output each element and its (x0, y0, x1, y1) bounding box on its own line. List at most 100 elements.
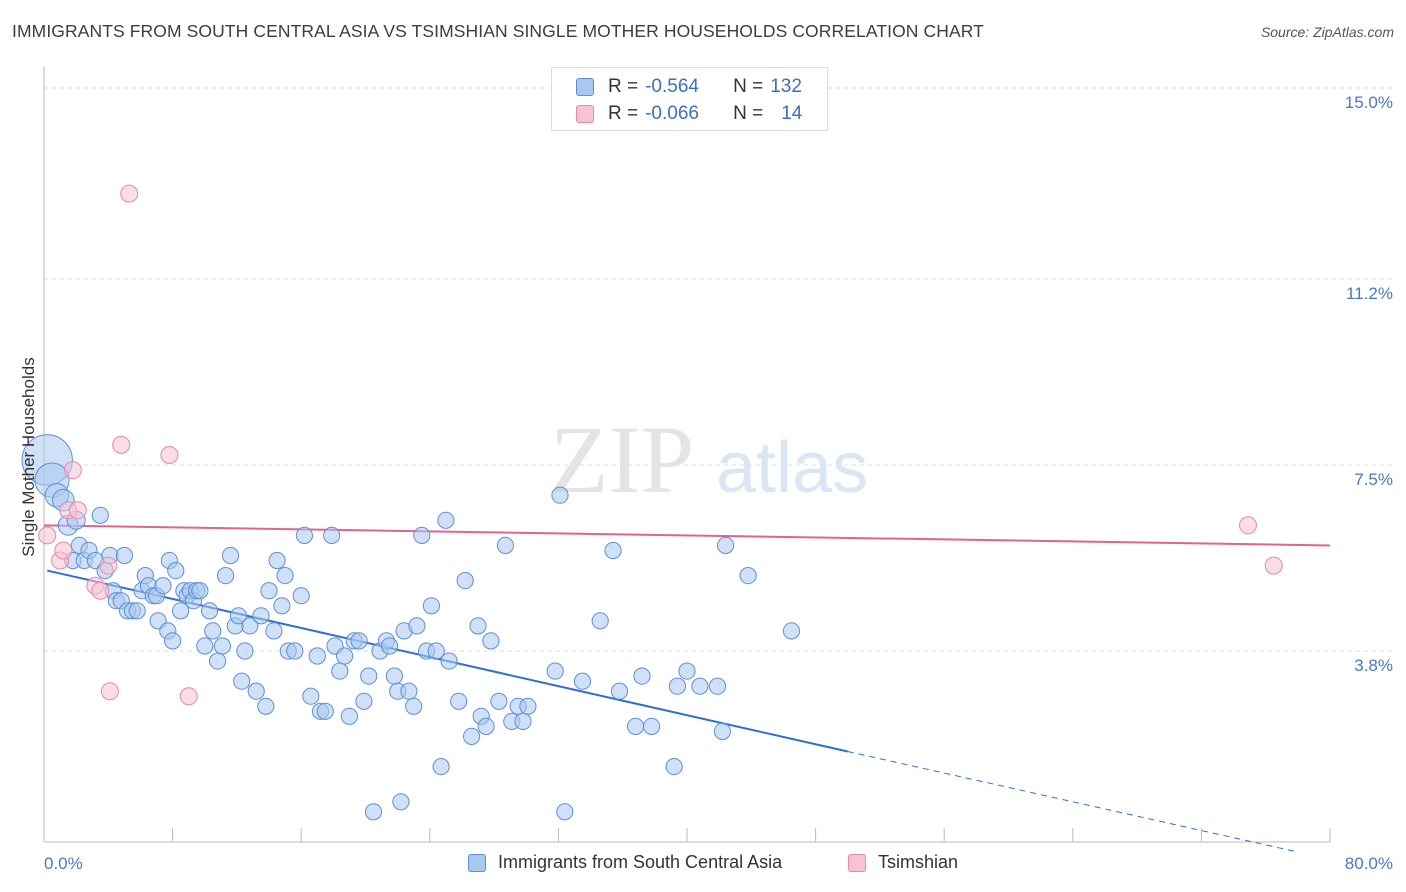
data-point-immigrants (191, 582, 209, 600)
legend-r-value: -0.066 (645, 103, 699, 124)
legend-row-pink: R = -0.066 N = 14 (576, 103, 802, 125)
data-point-immigrants (708, 677, 727, 695)
data-points (21, 184, 1283, 821)
data-point-immigrants (496, 536, 514, 555)
legend-item-tsimshian: Tsimshian (848, 852, 958, 873)
data-point-immigrants (556, 803, 574, 821)
legend-n-label: N = (733, 103, 764, 124)
data-point-tsimshian (1264, 556, 1283, 575)
data-point-immigrants (316, 702, 334, 720)
data-point-immigrants (385, 667, 403, 685)
data-point-immigrants (247, 682, 265, 700)
data-point-immigrants (286, 642, 304, 660)
data-point-immigrants (408, 617, 426, 635)
data-point-immigrants (450, 692, 468, 710)
data-point-immigrants (273, 597, 291, 615)
data-point-immigrants (336, 647, 354, 665)
data-point-immigrants (381, 637, 399, 655)
data-point-immigrants (295, 526, 313, 545)
data-point-immigrants (221, 546, 240, 565)
legend-swatch-pink (848, 853, 866, 872)
data-point-immigrants (432, 758, 450, 776)
data-point-immigrants (477, 717, 495, 736)
data-point-immigrants (229, 607, 248, 625)
x-tick-label: 80.0% (1345, 854, 1393, 873)
data-point-immigrants (355, 692, 373, 710)
data-point-immigrants (360, 667, 378, 685)
trend-line-tsimshian (43, 524, 1331, 547)
data-point-immigrants (392, 793, 410, 811)
data-point-tsimshian (112, 435, 131, 454)
data-point-immigrants (260, 582, 278, 600)
chart-title: IMMIGRANTS FROM SOUTH CENTRAL ASIA VS TS… (12, 21, 984, 41)
data-point-immigrants (713, 722, 732, 741)
data-point-immigrants (665, 758, 683, 776)
data-point-immigrants (302, 687, 320, 705)
data-point-immigrants (739, 567, 757, 585)
y-tick-label: 3.8% (1354, 656, 1393, 675)
data-point-immigrants (236, 642, 254, 660)
data-point-immigrants (340, 707, 358, 725)
data-point-immigrants (172, 602, 190, 620)
legend-row-blue: R = -0.564 N = 132 (576, 76, 802, 98)
data-point-immigrants (546, 662, 564, 680)
legend-r-value: -0.564 (645, 76, 699, 97)
data-point-tsimshian (54, 541, 73, 560)
data-point-immigrants (405, 697, 423, 715)
data-point-immigrants (204, 622, 222, 640)
data-point-immigrants (678, 662, 696, 680)
y-tick-label: 11.2% (1346, 284, 1393, 303)
legend-swatch-blue (576, 78, 594, 96)
data-point-immigrants (209, 652, 227, 670)
data-point-immigrants (668, 677, 687, 695)
data-point-immigrants (437, 511, 455, 529)
data-point-tsimshian (160, 446, 179, 464)
data-point-immigrants (265, 622, 283, 640)
data-point-immigrants (213, 637, 231, 655)
data-point-immigrants (482, 632, 500, 650)
data-point-immigrants (591, 612, 609, 630)
data-point-immigrants (331, 662, 349, 680)
data-point-tsimshian (99, 556, 118, 575)
data-point-tsimshian (120, 184, 139, 203)
data-point-immigrants (252, 607, 270, 625)
x-tick-label: 0.0% (44, 854, 83, 873)
data-point-immigrants (413, 526, 431, 545)
data-point-immigrants (490, 692, 508, 710)
data-point-immigrants (217, 567, 235, 585)
data-point-immigrants (610, 682, 629, 700)
legend-r-label: R = (608, 103, 639, 124)
data-point-immigrants (627, 717, 645, 736)
legend-n-label: N = (733, 76, 764, 97)
legend-n-value: 132 (770, 76, 802, 97)
data-point-immigrants (717, 536, 735, 555)
legend-swatch-pink (576, 105, 594, 123)
grid-lines (44, 87, 1392, 652)
data-point-immigrants (196, 637, 214, 655)
y-tick-label: 15.0% (1345, 93, 1393, 112)
data-point-immigrants (456, 572, 474, 590)
data-point-immigrants (308, 647, 326, 665)
data-point-immigrants (691, 677, 709, 695)
data-point-immigrants (782, 622, 801, 640)
data-point-immigrants (167, 562, 185, 580)
series-legend: Immigrants from South Central Asia Tsims… (0, 852, 1406, 876)
data-point-immigrants (292, 587, 310, 605)
trend-lines (43, 524, 1331, 853)
legend-r-label: R = (608, 76, 639, 97)
legend-item-label: Immigrants from South Central Asia (498, 852, 783, 872)
data-point-immigrants (463, 727, 481, 746)
data-point-immigrants (233, 672, 251, 690)
data-point-tsimshian (1239, 516, 1257, 535)
data-point-immigrants (128, 602, 146, 620)
data-point-immigrants (323, 526, 341, 545)
data-point-immigrants (201, 602, 219, 620)
data-point-immigrants (276, 567, 294, 585)
data-point-immigrants (551, 486, 569, 504)
source-credit: Source: ZipAtlas.com (1260, 24, 1394, 40)
legend-swatch-blue (468, 853, 486, 872)
data-point-tsimshian (63, 461, 82, 480)
data-point-immigrants (400, 682, 418, 700)
y-axis-label: Single Mother Households (19, 357, 38, 556)
